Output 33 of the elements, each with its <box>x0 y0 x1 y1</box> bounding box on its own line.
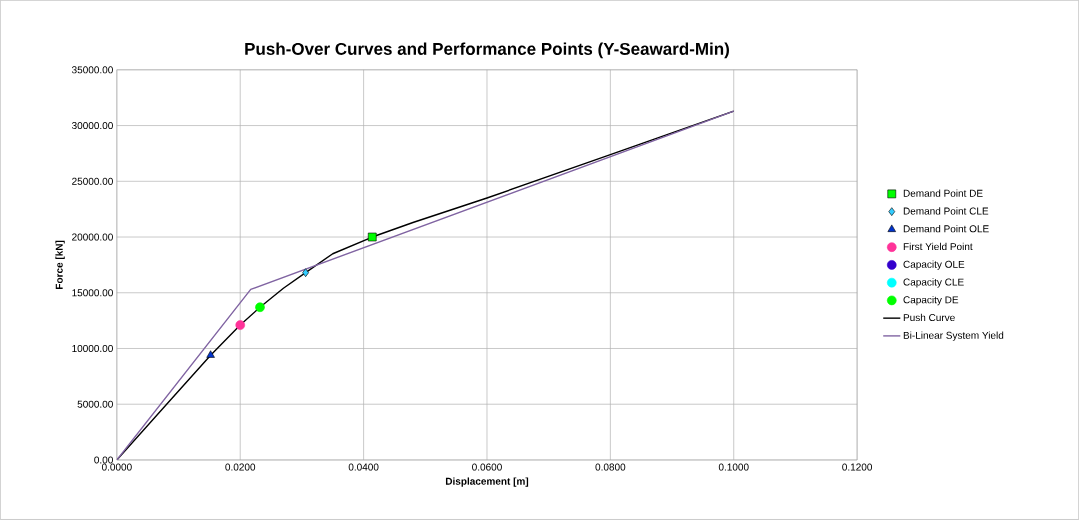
y-tick-label: 25000.00 <box>72 177 113 185</box>
x-tick-label: 0.0000 <box>101 463 132 471</box>
x-axis-title: Displacement [m] <box>445 477 529 487</box>
y-tick-label: 10000.00 <box>72 345 113 353</box>
y-axis-title: Force [kN] <box>55 240 65 290</box>
legend-label: Demand Point OLE <box>903 225 989 233</box>
y-tick-label: 20000.00 <box>72 233 113 241</box>
y-tick-label: 0.00 <box>94 456 113 464</box>
point <box>206 350 215 358</box>
y-tick-label: 5000.00 <box>77 400 113 408</box>
legend-label: Capacity OLE <box>903 260 965 270</box>
point <box>235 320 246 330</box>
point <box>255 302 265 313</box>
x-tick-label: 0.0400 <box>348 463 379 471</box>
legend-label: Push Curve <box>903 313 955 322</box>
x-tick-label: 0.0200 <box>225 463 256 471</box>
x-tick-label: 0.0600 <box>472 463 502 471</box>
legend-label: Capacity DE <box>903 296 959 306</box>
x-tick-label: 0.1000 <box>718 463 749 471</box>
legend-label: Demand Point CLE <box>903 207 989 215</box>
legend-label: First Yield Point <box>903 242 973 251</box>
point <box>302 268 309 278</box>
y-tick-label: 15000.00 <box>72 289 113 297</box>
x-tick-label: 0.1200 <box>842 463 873 471</box>
y-tick-label: 35000.00 <box>71 66 113 74</box>
line-series <box>116 110 735 461</box>
point <box>367 232 377 242</box>
legend-label: Demand Point DE <box>903 189 983 197</box>
x-tick-label: 0.0800 <box>595 463 626 471</box>
y-tick-label: 30000.00 <box>71 122 113 130</box>
legend-label: Bi-Linear System Yield <box>903 331 1004 341</box>
legend-label: Capacity CLE <box>903 278 964 288</box>
chart-title: Push-Over Curves and Performance Points (Y-Seaward-Min) <box>245 42 729 59</box>
